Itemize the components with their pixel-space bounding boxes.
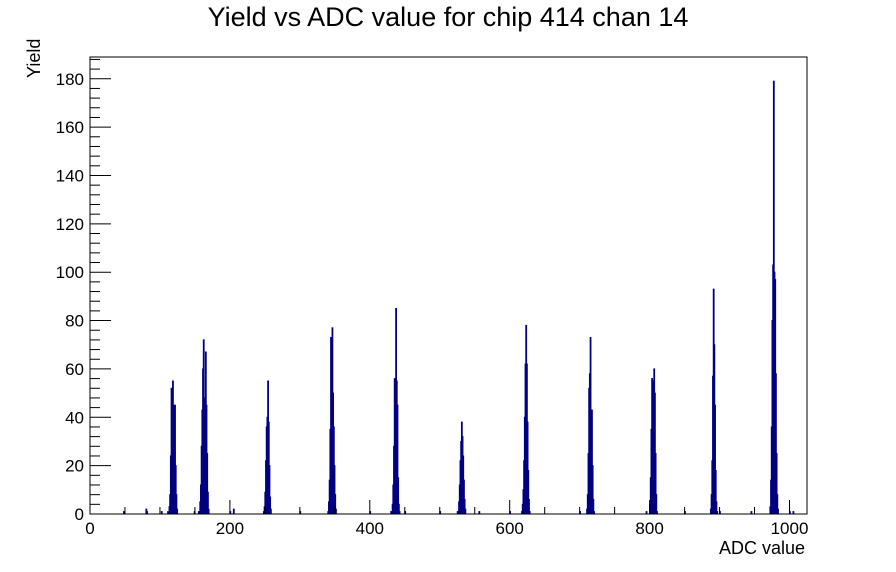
x-tick-label: 200 — [216, 519, 244, 538]
x-tick-label: 0 — [85, 519, 94, 538]
y-tick-label: 160 — [56, 118, 84, 137]
histogram-bin — [232, 508, 235, 515]
histogram-bin — [335, 508, 337, 515]
y-tick-label: 0 — [75, 505, 84, 524]
x-tick-label: 400 — [356, 519, 384, 538]
plot-frame — [89, 56, 808, 515]
histogram-bin — [269, 508, 272, 515]
histogram-bin — [777, 508, 779, 515]
y-tick-label: 100 — [56, 263, 84, 282]
y-tick-label: 60 — [65, 360, 84, 379]
x-tick-label: 1000 — [771, 519, 809, 538]
y-tick-label: 140 — [56, 166, 84, 185]
x-tick-label: 800 — [635, 519, 663, 538]
histogram-bars — [123, 80, 795, 515]
y-tick-label: 20 — [65, 457, 84, 476]
chart-title: Yield vs ADC value for chip 414 chan 14 — [207, 2, 689, 32]
y-tick-label: 80 — [65, 312, 84, 331]
y-tick-label: 40 — [65, 408, 84, 427]
histogram-bin — [207, 508, 210, 515]
histogram-bin — [176, 508, 179, 515]
x-tick-label: 600 — [496, 519, 524, 538]
x-axis-label: ADC value — [718, 538, 805, 558]
y-tick-label: 180 — [56, 70, 84, 89]
histogram-bin — [464, 508, 467, 515]
y-tick-label: 120 — [56, 215, 84, 234]
axes: 0 200 400 600 800 1000 0 20 40 60 80 100 120 140 160 18… — [56, 58, 809, 538]
